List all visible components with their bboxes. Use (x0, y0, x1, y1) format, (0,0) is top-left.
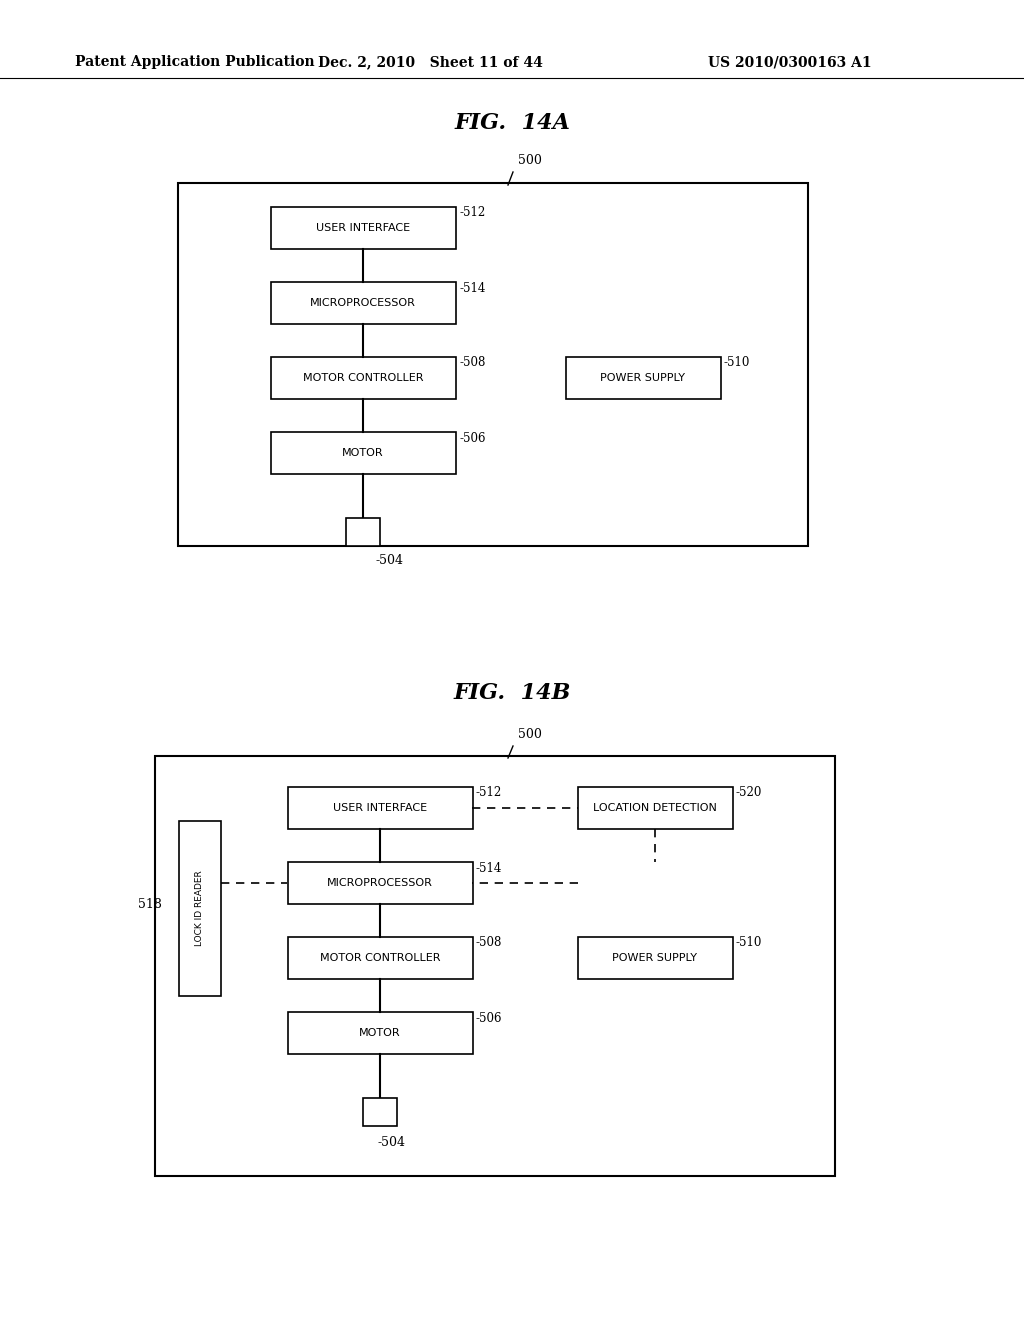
Bar (566, 356, 721, 399)
Bar (578, 937, 733, 979)
Text: 500: 500 (518, 154, 542, 168)
Bar (578, 787, 733, 829)
Text: MOTOR CONTROLLER: MOTOR CONTROLLER (319, 953, 440, 964)
Text: -520: -520 (736, 787, 763, 800)
Text: US 2010/0300163 A1: US 2010/0300163 A1 (709, 55, 871, 69)
Text: USER INTERFACE: USER INTERFACE (316, 223, 410, 234)
Bar (288, 787, 473, 829)
Text: -512: -512 (459, 206, 485, 219)
Text: -504: -504 (376, 554, 404, 568)
Text: MICROPROCESSOR: MICROPROCESSOR (310, 298, 416, 308)
Text: MOTOR: MOTOR (359, 1028, 400, 1038)
Text: USER INTERFACE: USER INTERFACE (333, 803, 427, 813)
Bar (271, 282, 456, 323)
Bar (178, 183, 808, 546)
Text: Patent Application Publication: Patent Application Publication (75, 55, 314, 69)
Bar (179, 821, 221, 997)
Text: -506: -506 (459, 432, 485, 445)
Text: FIG.  14B: FIG. 14B (454, 682, 570, 704)
Bar (362, 1098, 397, 1126)
Text: FIG.  14A: FIG. 14A (454, 112, 570, 135)
Text: -512: -512 (476, 787, 502, 800)
Text: -510: -510 (724, 356, 751, 370)
Bar (346, 517, 380, 546)
Text: -504: -504 (378, 1137, 406, 1148)
Text: 518: 518 (138, 899, 162, 912)
Text: -514: -514 (459, 281, 485, 294)
Bar (271, 207, 456, 249)
Text: -506: -506 (476, 1011, 503, 1024)
Bar (271, 432, 456, 474)
Bar (288, 1012, 473, 1053)
Bar (271, 356, 456, 399)
Bar (288, 862, 473, 904)
Text: -508: -508 (459, 356, 485, 370)
Text: -508: -508 (476, 936, 503, 949)
Text: POWER SUPPLY: POWER SUPPLY (612, 953, 697, 964)
Text: MICROPROCESSOR: MICROPROCESSOR (327, 878, 433, 888)
Text: LOCK ID READER: LOCK ID READER (196, 870, 205, 946)
Bar (155, 756, 835, 1176)
Text: -514: -514 (476, 862, 503, 874)
Text: -510: -510 (736, 936, 763, 949)
Text: LOCATION DETECTION: LOCATION DETECTION (593, 803, 717, 813)
Text: Dec. 2, 2010   Sheet 11 of 44: Dec. 2, 2010 Sheet 11 of 44 (317, 55, 543, 69)
Text: MOTOR CONTROLLER: MOTOR CONTROLLER (303, 374, 423, 383)
Bar (288, 937, 473, 979)
Text: POWER SUPPLY: POWER SUPPLY (600, 374, 685, 383)
Text: MOTOR: MOTOR (342, 447, 384, 458)
Text: 500: 500 (518, 729, 542, 742)
